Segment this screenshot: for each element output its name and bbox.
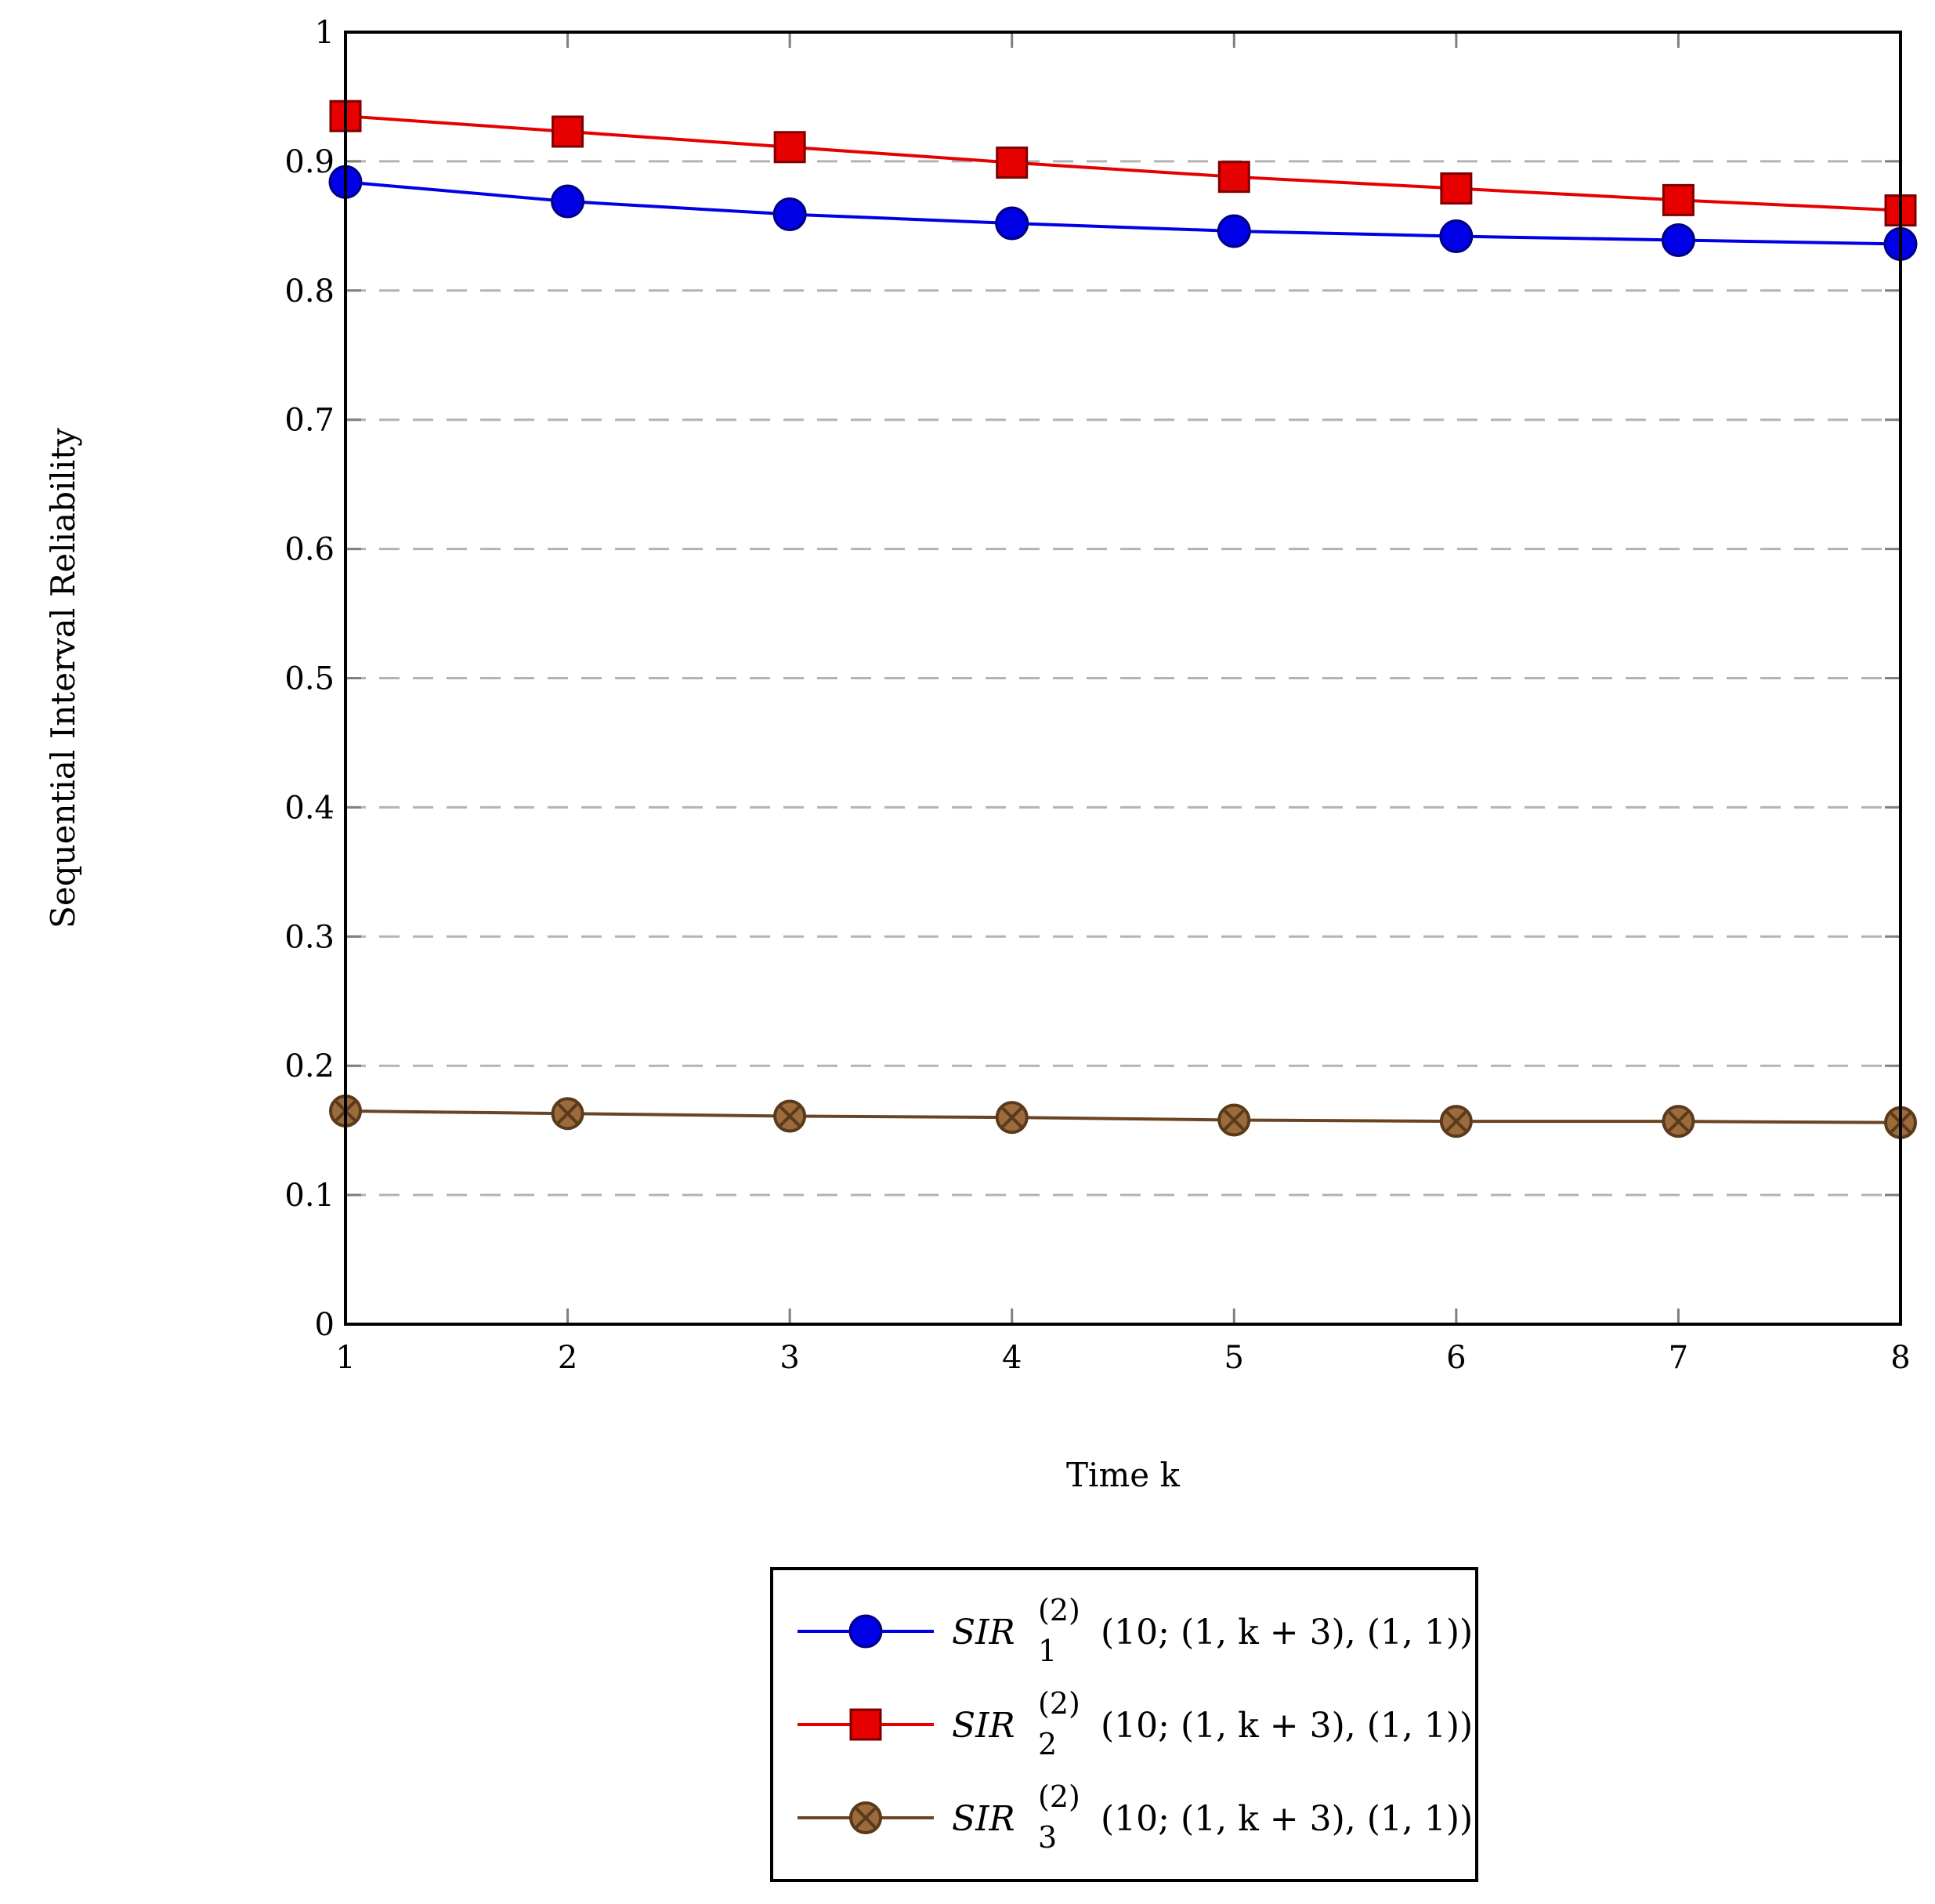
y-tick-label: 0.4	[284, 790, 335, 826]
data-point	[551, 1097, 584, 1131]
data-point-cross	[557, 1102, 578, 1124]
y-tick-label: 0.2	[284, 1048, 335, 1084]
data-point	[996, 147, 1029, 179]
data-point-cross	[855, 1807, 877, 1829]
x-tick-label: 4	[1002, 1340, 1022, 1376]
y-tick-label: 0.1	[284, 1178, 335, 1214]
data-point	[1661, 223, 1695, 257]
data-point	[995, 206, 1029, 241]
legend-label-args: (10; (1, k + 3), (1, 1))	[1101, 1799, 1473, 1839]
data-point-cross	[1223, 1109, 1245, 1131]
data-point-cross	[1001, 1106, 1023, 1128]
data-point	[848, 1614, 883, 1649]
x-tick-label: 1	[335, 1340, 355, 1376]
series-3	[329, 1094, 1917, 1139]
series-line	[345, 1109, 1901, 1124]
legend-label: SIR (2) 2 (10; (1, k + 3), (1, 1))	[952, 1686, 1473, 1761]
x-tick-label: 3	[779, 1340, 799, 1376]
axis-ticks	[344, 31, 1902, 1326]
data-point	[773, 131, 806, 164]
series-line	[345, 114, 1901, 212]
data-point	[1217, 161, 1250, 194]
legend-label-base: SIR	[952, 1613, 1015, 1652]
legend-label-sub: 1	[1038, 1634, 1057, 1668]
legend-label-sup: (2)	[1038, 1686, 1080, 1721]
legend-label-sub: 3	[1038, 1820, 1057, 1855]
data-point-cross	[779, 1106, 801, 1127]
x-tick-label: 8	[1890, 1340, 1910, 1376]
grid-lines	[345, 160, 1901, 1196]
data-point-cross	[1668, 1110, 1689, 1132]
data-point	[1217, 214, 1251, 248]
legend: SIR (2) 1 (10; (1, k + 3), (1, 1)) SIR (2) 2 (1…	[770, 1567, 1478, 1882]
legend-entry-1: SIR (2) 1 (10; (1, k + 3), (1, 1))	[798, 1593, 1473, 1668]
data-point	[995, 1101, 1029, 1135]
series-group	[328, 100, 1918, 1139]
data-point	[551, 184, 585, 219]
legend-entry-3: SIR (2) 3 (10; (1, k + 3), (1, 1))	[798, 1779, 1473, 1855]
legend-label-sub: 2	[1038, 1727, 1057, 1761]
tick-labels: 0 0.1 0.2 0.3 0.4 0.5 0.6 0.7 0.8 0.9 1 1 2 3 4 5 6 7 8	[284, 15, 1910, 1376]
legend-label-base: SIR	[952, 1799, 1015, 1839]
legend-items: SIR (2) 1 (10; (1, k + 3), (1, 1)) SIR (2) 2 (1…	[798, 1593, 1473, 1855]
data-point	[1439, 1105, 1473, 1138]
legend-label-args: (10; (1, k + 3), (1, 1))	[1101, 1706, 1473, 1746]
series-1	[328, 165, 1918, 261]
data-point	[1662, 1105, 1695, 1138]
x-tick-label: 6	[1446, 1340, 1466, 1376]
legend-label: SIR (2) 3 (10; (1, k + 3), (1, 1))	[952, 1779, 1473, 1855]
data-point	[849, 1801, 882, 1834]
y-tick-label: 0.6	[284, 532, 335, 568]
plot-area-frame	[344, 31, 1902, 1326]
data-point	[772, 197, 807, 232]
y-tick-label: 0.7	[284, 403, 335, 439]
data-point	[552, 115, 584, 148]
data-point	[773, 1099, 807, 1133]
y-tick-label: 0.9	[284, 144, 335, 180]
legend-label-args: (10; (1, k + 3), (1, 1))	[1101, 1613, 1473, 1652]
data-point	[1662, 183, 1694, 216]
data-point	[1217, 1103, 1251, 1137]
data-point	[1440, 172, 1473, 205]
x-tick-label: 2	[558, 1340, 577, 1376]
y-axis-title: Sequential Interval Reliability	[44, 428, 82, 928]
data-point	[849, 1708, 882, 1741]
legend-label-base: SIR	[952, 1706, 1015, 1746]
legend-entry-2: SIR (2) 2 (10; (1, k + 3), (1, 1))	[798, 1686, 1473, 1761]
x-tick-label: 7	[1669, 1340, 1688, 1376]
x-axis-title: Time k	[1066, 1456, 1180, 1494]
x-tick-label: 5	[1224, 1340, 1244, 1376]
legend-label-sup: (2)	[1038, 1593, 1080, 1627]
y-tick-label: 0.3	[284, 919, 335, 955]
data-point	[1439, 219, 1474, 254]
data-point-cross	[1445, 1110, 1467, 1132]
y-tick-label: 0.5	[284, 661, 335, 697]
series-2	[329, 100, 1917, 227]
y-tick-label: 1	[315, 15, 335, 51]
y-tick-label: 0	[315, 1307, 335, 1343]
y-tick-label: 0.8	[284, 273, 335, 309]
series-line	[345, 180, 1901, 246]
legend-label-sup: (2)	[1038, 1779, 1080, 1814]
legend-label: SIR (2) 1 (10; (1, k + 3), (1, 1))	[952, 1593, 1473, 1668]
